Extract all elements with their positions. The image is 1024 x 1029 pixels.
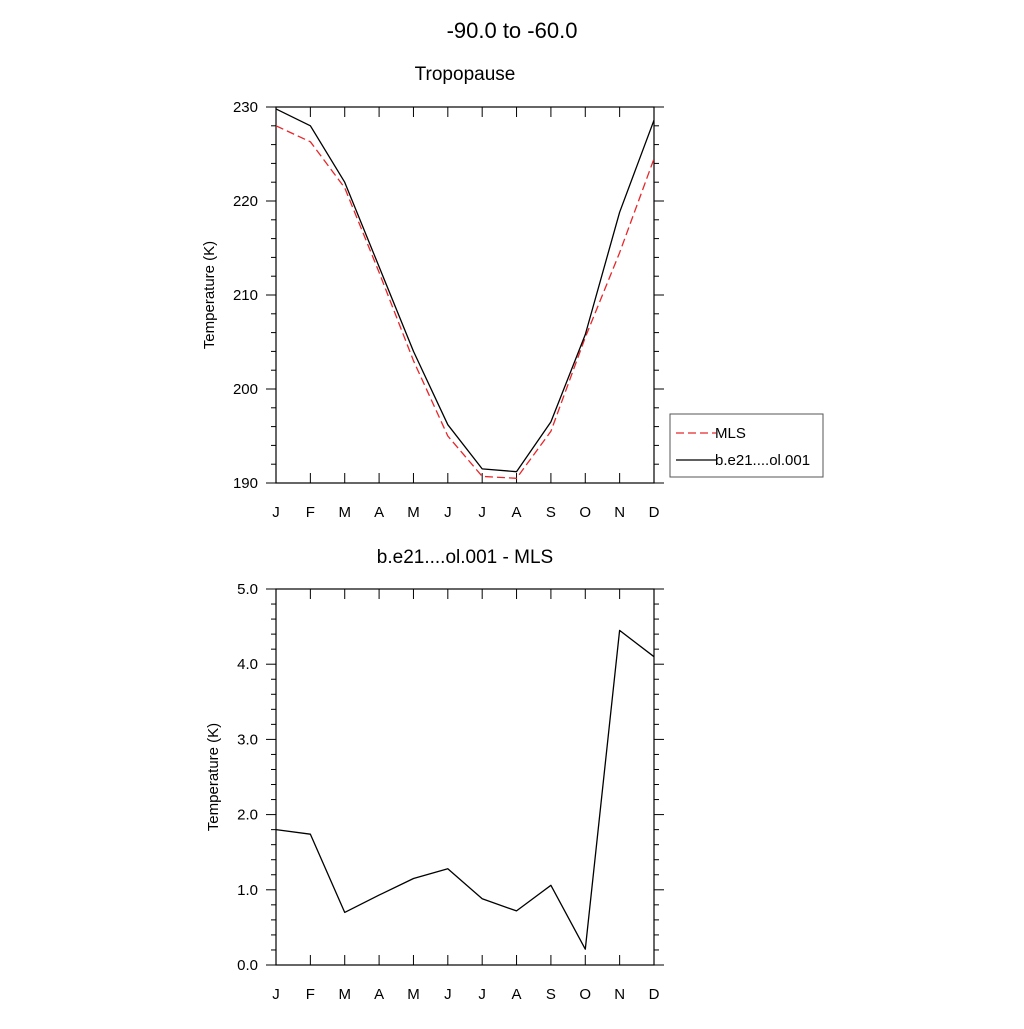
chart-1-title: Tropopause xyxy=(415,64,516,85)
chart-2-x-tick-label: J xyxy=(478,986,486,1003)
chart-2-x-tick-label: M xyxy=(338,986,351,1003)
chart-1-y-tick-label: 230 xyxy=(233,99,258,116)
chart-1-y-tick-label: 190 xyxy=(233,475,258,492)
chart-1-legend-label: MLS xyxy=(715,425,746,442)
chart-2-x-tick-label: S xyxy=(546,986,556,1003)
chart-2-frame xyxy=(276,589,654,965)
chart-1-x-tick-label: J xyxy=(272,504,280,521)
chart-1-legend-label: b.e21....ol.001 xyxy=(715,452,810,469)
chart-2-y-axis-label: Temperature (K) xyxy=(205,723,222,831)
chart-2-x-tick-label: M xyxy=(407,986,420,1003)
figure-title: -90.0 to -60.0 xyxy=(0,18,1024,44)
chart-2-y-tick-label: 3.0 xyxy=(237,731,258,748)
chart-1-x-tick-label: J xyxy=(444,504,452,521)
chart-1-x-tick-label: F xyxy=(306,504,315,521)
chart-1-y-tick-label: 210 xyxy=(233,287,258,304)
chart-2-y-tick-label: 1.0 xyxy=(237,882,258,899)
chart-2-y-tick-label: 4.0 xyxy=(237,656,258,673)
chart-1-y-tick-label: 200 xyxy=(233,381,258,398)
chart-2-x-tick-label: A xyxy=(512,986,522,1003)
chart-2-y-tick-label: 0.0 xyxy=(237,957,258,974)
chart-2-x-tick-label: O xyxy=(579,986,591,1003)
chart-1-y-axis-label: Temperature (K) xyxy=(201,241,218,349)
chart-2-x-tick-label: F xyxy=(306,986,315,1003)
chart-1-x-tick-label: M xyxy=(407,504,420,521)
chart-2-y-tick-label: 2.0 xyxy=(237,807,258,824)
chart-1-x-tick-label: S xyxy=(546,504,556,521)
chart-2-x-tick-label: D xyxy=(649,986,660,1003)
chart-1-y-tick-label: 220 xyxy=(233,193,258,210)
chart-1-x-tick-label: A xyxy=(512,504,522,521)
chart-2-x-tick-label: A xyxy=(374,986,384,1003)
chart-2-series-1-line xyxy=(276,630,654,949)
chart-2-title: b.e21....ol.001 - MLS xyxy=(377,547,553,568)
chart-1-x-tick-label: O xyxy=(579,504,591,521)
chart-2-x-tick-label: J xyxy=(444,986,452,1003)
chart-2-x-tick-label: J xyxy=(272,986,280,1003)
chart-1-x-tick-label: D xyxy=(649,504,660,521)
chart-1-x-tick-label: J xyxy=(478,504,486,521)
chart-1-x-tick-label: N xyxy=(614,504,625,521)
chart-1-series-mls-line xyxy=(276,126,654,479)
chart-2-x-tick-label: N xyxy=(614,986,625,1003)
chart-2-y-tick-label: 5.0 xyxy=(237,581,258,598)
chart-1-x-tick-label: M xyxy=(338,504,351,521)
chart-1-series-b-e21-ol-001-line xyxy=(276,109,654,472)
chart-1-x-tick-label: A xyxy=(374,504,384,521)
